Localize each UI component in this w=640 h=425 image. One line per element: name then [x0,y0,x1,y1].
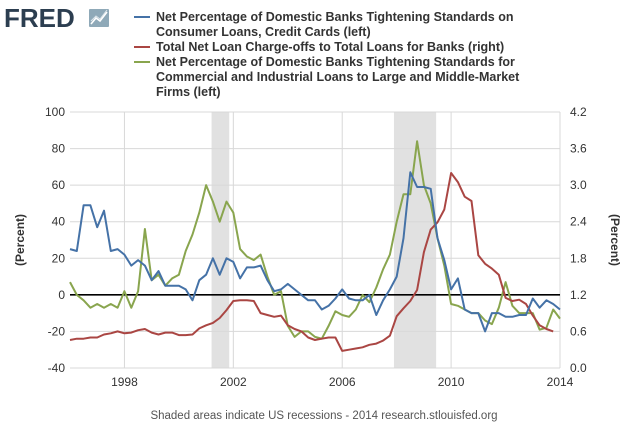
recession-band-0 [211,112,230,368]
x-axis-ticks: 1998 2002 2006 2010 2014 [111,375,574,389]
series-lines [69,140,561,352]
left-axis-ticks: -40 -20 0 20 40 60 80 100 [45,105,65,375]
left-tick-label: -20 [48,324,66,338]
right-tick-label: 4.2 [570,105,587,119]
plot-area [69,111,561,369]
right-tick-label: 1.2 [570,288,587,302]
left-tick-label: -40 [48,361,66,375]
x-tick-label: 1998 [111,375,138,389]
right-tick-label: 3.6 [570,142,587,156]
left-axis-title: (Percent) [13,214,27,266]
left-tick-label: 80 [52,142,66,156]
x-tick-label: 2014 [547,375,574,389]
series-line-3 [69,140,561,340]
right-tick-label: 1.8 [570,251,587,265]
gridlines [70,111,561,369]
x-tick-label: 2010 [438,375,465,389]
legend-item-3[interactable]: Net Percentage of Domestic Banks Tighten… [134,55,520,99]
recession-shading [211,112,437,368]
trend-chart-icon [89,9,109,27]
right-axis-ticks: 0.0 0.6 1.2 1.8 2.4 3.0 3.6 4.2 [570,105,587,375]
x-tick-label: 2006 [329,375,356,389]
legend-item-2[interactable]: Total Net Loan Charge-offs to Total Loan… [134,40,504,54]
series-line-1 [69,171,561,333]
right-tick-label: 2.4 [570,215,587,229]
footer-note: Shaded areas indicate US recessions - 20… [150,410,497,422]
series-line-2 [69,172,554,352]
right-axis-title: (Percent) [608,214,622,266]
left-tick-label: 20 [52,251,66,265]
left-tick-label: 60 [52,178,66,192]
legend-item-1[interactable]: Net Percentage of Domestic Banks Tighten… [134,10,513,39]
fred-logo[interactable]: FRED [4,3,109,33]
x-tick-label: 2002 [220,375,247,389]
right-tick-label: 0.6 [570,324,587,338]
chart-legend: Net Percentage of Domestic Banks Tighten… [134,10,520,99]
left-tick-label: 0 [58,288,65,302]
legend-label: Net Percentage of Domestic Banks Tighten… [156,10,513,39]
left-tick-label: 40 [52,215,66,229]
left-tick-label: 100 [45,105,65,119]
right-tick-label: 3.0 [570,178,587,192]
right-tick-label: 0.0 [570,361,587,375]
fred-logo-text: FRED [4,3,75,33]
legend-label: Net Percentage of Domestic Banks Tighten… [156,55,520,99]
legend-label: Total Net Loan Charge-offs to Total Loan… [156,40,504,54]
